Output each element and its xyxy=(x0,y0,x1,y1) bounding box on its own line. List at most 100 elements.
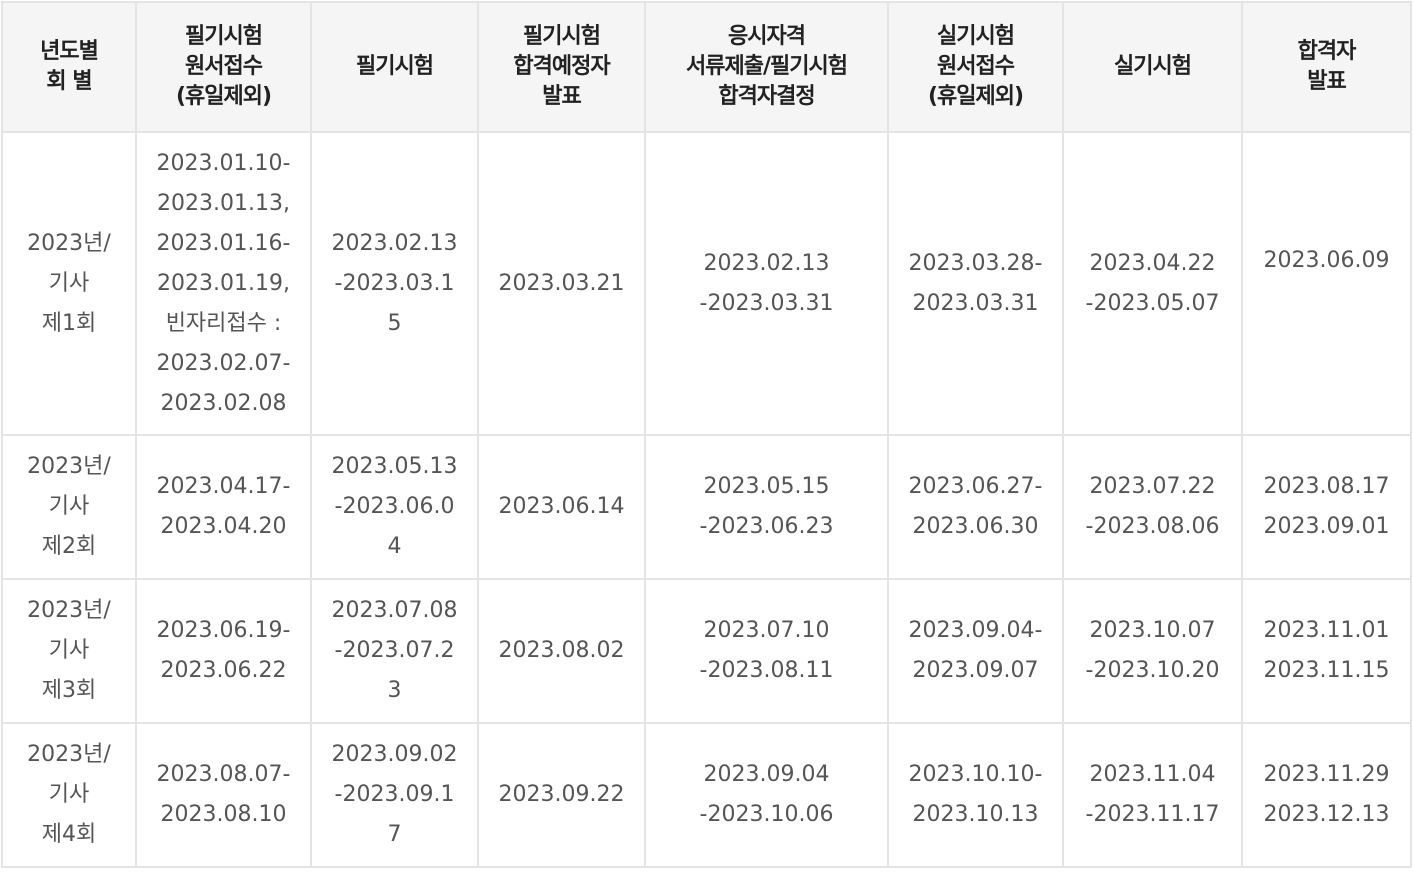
cell-text: -2023.09.1 xyxy=(334,782,455,807)
cell-text: 기사 xyxy=(48,270,90,296)
cell-written-application: 2023.01.10- 2023.01.13, 2023.01.16- 2023.01… xyxy=(135,131,312,436)
header-written-pass-announce: 필기시험 합격예정자 발표 xyxy=(477,1,646,133)
cell-written-pass-announce: 2023.08.02 xyxy=(477,578,646,724)
cell-text: 2023.08.07- xyxy=(156,762,291,787)
cell-qualification-documents: 2023.02.13 -2023.03.31 xyxy=(644,131,889,436)
cell-final-announce: 2023.08.17 2023.09.01 xyxy=(1241,434,1412,580)
header-text: 필기시험 xyxy=(356,54,434,79)
cell-text: 2023.01.13, xyxy=(157,190,290,216)
cell-text: -2023.10.20 xyxy=(1085,658,1220,683)
cell-practical-exam: 2023.10.07 -2023.10.20 xyxy=(1062,578,1243,724)
cell-text: -2023.11.17 xyxy=(1085,802,1220,827)
cell-text: 2023.06.30 xyxy=(912,514,1039,539)
header-text: 서류제출/필기시험 xyxy=(686,54,848,79)
cell-written-pass-announce: 2023.09.22 xyxy=(477,722,646,868)
cell-text: 2023.06.14 xyxy=(498,494,625,519)
cell-text: 2023.03.21 xyxy=(498,270,625,296)
cell-text: -2023.08.11 xyxy=(699,658,834,683)
cell-text: -2023.03.1 xyxy=(334,270,455,296)
cell-final-announce: 2023.06.09 xyxy=(1241,131,1412,436)
header-text: 필기시험 xyxy=(185,24,263,49)
cell-text: 2023년/ xyxy=(27,230,111,256)
cell-text: 제4회 xyxy=(41,822,97,847)
cell-text: 2023.07.22 xyxy=(1089,474,1216,499)
cell-text: 제2회 xyxy=(41,534,97,559)
cell-text: -2023.07.2 xyxy=(334,638,455,663)
cell-text: 3 xyxy=(387,678,402,703)
header-practical-application: 실기시험 원서접수 (휴일제외) xyxy=(887,1,1064,133)
header-text: (휴일제외) xyxy=(175,84,272,109)
cell-text: 2023.02.08 xyxy=(160,390,287,416)
cell-written-application: 2023.08.07- 2023.08.10 xyxy=(135,722,312,868)
cell-text: -2023.08.06 xyxy=(1085,514,1220,539)
cell-text: 2023.04.22 xyxy=(1089,250,1216,276)
header-text: 발표 xyxy=(542,84,581,109)
cell-text: 2023년/ xyxy=(27,598,111,623)
cell-text: 2023.03.31 xyxy=(912,290,1039,316)
header-text: 합격자 xyxy=(1297,39,1357,64)
cell-text: 2023.09.01 xyxy=(1263,514,1390,539)
cell-text: 4 xyxy=(387,534,402,559)
header-text: 원서접수 xyxy=(937,54,1015,79)
cell-text: 2023.09.07 xyxy=(912,658,1039,683)
cell-text: 2023.05.13 xyxy=(331,454,458,479)
cell-text: 2023.11.04 xyxy=(1089,762,1216,787)
cell-practical-application: 2023.03.28- 2023.03.31 xyxy=(887,131,1064,436)
cell-text: 2023.08.02 xyxy=(498,638,625,663)
cell-text: 5 xyxy=(387,310,402,336)
cell-text: 2023.12.13 xyxy=(1263,802,1390,827)
cell-text: 2023.04.17- xyxy=(156,474,291,499)
cell-text: 2023.09.22 xyxy=(498,782,625,807)
cell-text: 2023년/ xyxy=(27,454,111,479)
cell-text: 2023년/ xyxy=(27,742,111,767)
cell-text: 2023.01.19, xyxy=(157,270,290,296)
cell-practical-exam: 2023.11.04 -2023.11.17 xyxy=(1062,722,1243,868)
cell-text: -2023.06.0 xyxy=(334,494,455,519)
cell-practical-application: 2023.10.10- 2023.10.13 xyxy=(887,722,1064,868)
header-year-round: 년도별 회 별 xyxy=(1,1,137,133)
cell-final-announce: 2023.11.01 2023.11.15 xyxy=(1241,578,1412,724)
cell-text: 2023.09.04- xyxy=(908,618,1043,643)
cell-written-pass-announce: 2023.06.14 xyxy=(477,434,646,580)
header-qualification-documents: 응시자격 서류제출/필기시험 합격자결정 xyxy=(644,1,889,133)
table-row: 2023년/기사 제3회 2023.06.19- 2023.06.22 2023.07.… xyxy=(1,578,1412,724)
cell-text: 제1회 xyxy=(41,310,97,336)
cell-year-round: 2023년/기사 제3회 xyxy=(1,578,137,724)
cell-text: 2023.06.19- xyxy=(156,618,291,643)
cell-final-announce: 2023.11.29 2023.12.13 xyxy=(1241,722,1412,868)
cell-text: 제3회 xyxy=(41,678,97,703)
cell-text: 2023.06.27- xyxy=(908,474,1043,499)
cell-text: 2023.08.17 xyxy=(1263,474,1390,499)
cell-text: 2023.10.10- xyxy=(908,762,1043,787)
header-text: 발표 xyxy=(1307,69,1346,94)
cell-practical-application: 2023.06.27- 2023.06.30 xyxy=(887,434,1064,580)
table-body: 2023년/기사 제1회 2023.01.10- 2023.01.13, 2023.01… xyxy=(1,131,1412,868)
cell-text: 2023.07.10 xyxy=(703,618,830,643)
header-text: 응시자격 xyxy=(728,24,806,49)
cell-text: 2023.01.16- xyxy=(156,230,291,256)
header-row: 년도별 회 별 필기시험 원서접수 (휴일제외) 필기시험 필기시험 합격예정자… xyxy=(1,1,1412,133)
cell-written-application: 2023.06.19- 2023.06.22 xyxy=(135,578,312,724)
cell-year-round: 2023년/기사 제2회 xyxy=(1,434,137,580)
cell-text: 2023.09.04 xyxy=(703,762,830,787)
cell-practical-exam: 2023.07.22 -2023.08.06 xyxy=(1062,434,1243,580)
cell-text: 기사 xyxy=(48,782,90,807)
cell-text: 2023.09.02 xyxy=(331,742,458,767)
header-text: 필기시험 xyxy=(523,24,601,49)
table-row: 2023년/기사 제4회 2023.08.07- 2023.08.10 2023.09.… xyxy=(1,722,1412,868)
table-row: 2023년/기사 제1회 2023.01.10- 2023.01.13, 2023.01… xyxy=(1,131,1412,436)
table-row: 2023년/기사 제2회 2023.04.17- 2023.04.20 2023.05.… xyxy=(1,434,1412,580)
cell-text: 2023.04.20 xyxy=(160,514,287,539)
header-written-application: 필기시험 원서접수 (휴일제외) xyxy=(135,1,312,133)
header-text: 회 별 xyxy=(46,69,92,94)
cell-written-exam: 2023.09.02 -2023.09.1 7 xyxy=(310,722,479,868)
header-final-announce: 합격자 발표 xyxy=(1241,1,1412,133)
cell-qualification-documents: 2023.05.15 -2023.06.23 xyxy=(644,434,889,580)
cell-written-application: 2023.04.17- 2023.04.20 xyxy=(135,434,312,580)
cell-text: 2023.10.13 xyxy=(912,802,1039,827)
cell-text: 2023.02.13 xyxy=(331,230,458,256)
cell-written-exam: 2023.02.13 -2023.03.1 5 xyxy=(310,131,479,436)
